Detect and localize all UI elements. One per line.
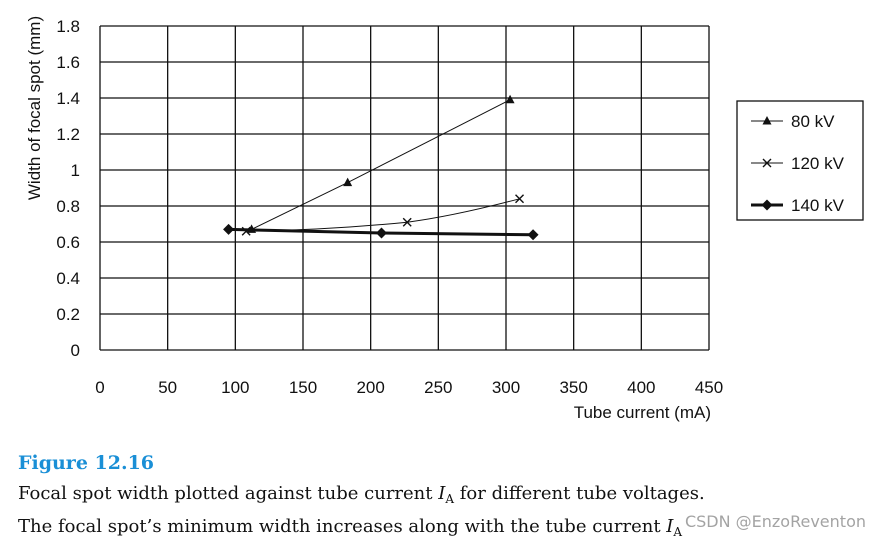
y-tick-label: 1.2 [56, 125, 80, 144]
data-point-cross [402, 217, 412, 227]
x-tick-label: 300 [492, 378, 520, 397]
y-tick-label: 1.8 [56, 17, 80, 36]
y-tick-label: 0 [71, 341, 80, 360]
x-tick-labels: 0 50 100 150 200 250 300 350 400 450 [95, 378, 723, 397]
figure-label: Figure 12.16 [18, 452, 155, 474]
y-tick-label: 1 [71, 161, 80, 180]
x-tick-label: 100 [221, 378, 249, 397]
x-tick-label: 0 [95, 378, 104, 397]
x-tick-label: 150 [289, 378, 317, 397]
data-point-cross [515, 194, 525, 204]
watermark: CSDN @EnzoReventon [684, 512, 866, 531]
data-point-triangle [343, 177, 353, 187]
figure-caption: Figure 12.16 Focal spot width plotted ag… [18, 452, 878, 546]
symbol-subscript: A [445, 492, 455, 506]
y-tick-label: 0.6 [56, 233, 80, 252]
data-point-diamond [223, 223, 235, 235]
y-tick-label: 1.4 [56, 89, 80, 108]
caption-line-2: The focal spot’s minimum width increases… [18, 513, 878, 546]
y-tick-label: 0.8 [56, 197, 80, 216]
data-point-cross [762, 158, 772, 168]
data-point-diamond [527, 229, 539, 241]
symbol-I-2: I [666, 516, 674, 537]
caption-text-2: The focal spot’s minimum width increases… [18, 516, 667, 537]
symbol-I: I [438, 483, 446, 504]
x-tick-label: 250 [424, 378, 452, 397]
y-axis-title: Width of focal spot (mm) [25, 16, 44, 200]
legend-label: 120 kV [791, 154, 845, 173]
y-tick-label: 0.4 [56, 269, 80, 288]
x-tick-label: 400 [627, 378, 655, 397]
x-tick-label: 50 [158, 378, 177, 397]
series-line [246, 198, 520, 232]
x-tick-label: 200 [356, 378, 384, 397]
y-tick-labels: 0 0.2 0.4 0.6 0.8 1 1.2 1.4 1.6 1.8 [56, 17, 80, 360]
series-140-kv [223, 223, 539, 241]
data-point-triangle [762, 116, 772, 125]
chart-grid [99, 25, 710, 351]
series-line [251, 99, 511, 230]
data-point-diamond [375, 227, 387, 239]
legend-label: 140 kV [791, 196, 845, 215]
symbol-subscript-2: A [673, 525, 683, 539]
y-tick-label: 0.2 [56, 305, 80, 324]
legend: 80 kV 120 kV 140 kV [736, 100, 864, 221]
caption-line-1: Focal spot width plotted against tube cu… [18, 480, 878, 513]
y-tick-label: 1.6 [56, 53, 80, 72]
chart: 0 50 100 150 200 250 300 350 400 450 0 0.2 0.4 0.6 0.… [25, 16, 864, 422]
x-tick-label: 450 [695, 378, 723, 397]
x-tick-label: 350 [559, 378, 587, 397]
legend-label: 80 kV [791, 112, 835, 131]
caption-text-1a: Focal spot width plotted against tube cu… [18, 483, 439, 504]
data-point-triangle [505, 94, 515, 104]
caption-text-1b: for different tube voltages. [454, 483, 705, 504]
x-axis-title: Tube current (mA) [574, 403, 711, 422]
series-80-kv [247, 94, 515, 233]
series-layer [223, 94, 539, 241]
data-point-diamond [761, 199, 773, 211]
